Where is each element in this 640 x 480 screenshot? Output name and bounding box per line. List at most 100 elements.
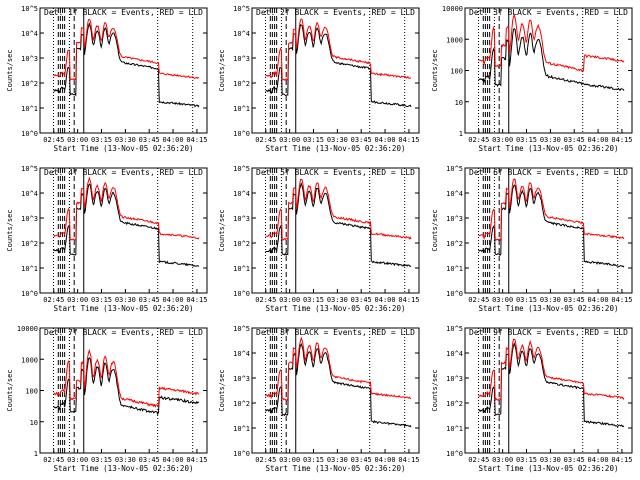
chart-panel: Det. 3f BLACK = Events, RED = LLD 1 10 100 1… <box>431 5 633 153</box>
x-axis-label: Start Time (13-Nov-05 02:36:20) <box>479 304 619 313</box>
y-tick-label: 1 <box>459 130 463 138</box>
x-axis-label: Start Time (13-Nov-05 02:36:20) <box>266 464 406 473</box>
y-tick-label: 10^3 <box>233 215 250 223</box>
y-tick-label: 10^5 <box>233 325 250 333</box>
x-tick-label: 03:15 <box>91 296 112 304</box>
x-tick-label: 04:00 <box>375 296 396 304</box>
y-tick-label: 10^2 <box>233 400 250 408</box>
events-series-line <box>53 21 200 108</box>
y-axis-label: Counts/sec <box>6 209 14 251</box>
x-tick-label: 03:45 <box>351 456 372 464</box>
events-series-line <box>53 357 200 416</box>
x-axis-label: Start Time (13-Nov-05 02:36:20) <box>479 144 619 153</box>
y-tick-label: 10^0 <box>233 450 250 458</box>
y-tick-label: 10^5 <box>21 5 38 13</box>
x-tick-label: 03:15 <box>91 136 112 144</box>
x-tick-label: 04:00 <box>163 296 184 304</box>
y-tick-label: 10^3 <box>446 215 463 223</box>
x-tick-label: 03:15 <box>516 296 537 304</box>
plot-frame <box>39 7 208 134</box>
x-tick-label: 02:45 <box>43 456 64 464</box>
y-tick-label: 10^4 <box>446 190 463 198</box>
x-tick-label: 04:00 <box>588 296 609 304</box>
y-tick-label: 100 <box>450 68 463 76</box>
x-tick-label: 02:45 <box>468 296 489 304</box>
x-tick-label: 03:45 <box>351 296 372 304</box>
y-tick-label: 10^3 <box>233 375 250 383</box>
x-tick-label: 04:15 <box>398 136 419 144</box>
y-tick-label: 10^4 <box>21 30 38 38</box>
x-tick-label: 03:00 <box>492 456 513 464</box>
x-tick-label: 03:00 <box>67 456 88 464</box>
x-tick-label: 03:45 <box>564 296 585 304</box>
x-tick-label: 04:15 <box>186 136 207 144</box>
chart-panel: Det. 5f BLACK = Events, RED = LLD 10^0 10^… <box>218 165 420 313</box>
y-tick-label: 10^3 <box>21 55 38 63</box>
y-tick-label: 10^3 <box>446 375 463 383</box>
y-tick-label: 10^0 <box>446 290 463 298</box>
x-tick-label: 03:00 <box>279 296 300 304</box>
x-tick-label: 03:45 <box>564 136 585 144</box>
y-tick-label: 10 <box>30 419 38 427</box>
plot-frame <box>251 167 420 294</box>
chart-panel: Det. 8f BLACK = Events, RED = LLD 10^0 10^… <box>218 325 420 473</box>
x-tick-label: 03:00 <box>279 136 300 144</box>
chart-panel: Det. 4f BLACK = Events, RED = LLD 10^0 10^… <box>6 165 208 313</box>
chart-title: Det. 5f BLACK = Events, RED = LLD <box>256 168 415 177</box>
y-tick-label: 10^2 <box>21 80 38 88</box>
lld-series-line <box>53 176 200 241</box>
chart-title: Det. 7f BLACK = Events, RED = LLD <box>44 328 203 337</box>
x-tick-label: 04:00 <box>163 136 184 144</box>
x-tick-label: 03:15 <box>516 456 537 464</box>
lld-series-line <box>265 18 412 81</box>
y-tick-label: 10^0 <box>446 450 463 458</box>
x-tick-label: 03:00 <box>67 136 88 144</box>
x-tick-label: 02:45 <box>43 136 64 144</box>
y-tick-label: 10^5 <box>233 165 250 173</box>
x-tick-label: 03:00 <box>492 136 513 144</box>
lld-series-line <box>53 19 200 82</box>
chart-title: Det. 9f BLACK = Events, RED = LLD <box>469 328 628 337</box>
y-tick-label: 10^2 <box>21 240 38 248</box>
x-tick-label: 04:00 <box>163 456 184 464</box>
x-tick-label: 03:15 <box>516 136 537 144</box>
y-axis-label: Counts/sec <box>431 369 439 411</box>
y-tick-label: 10^1 <box>233 105 250 113</box>
x-tick-label: 03:30 <box>327 296 348 304</box>
chart-panel: Det. 1f BLACK = Events, RED = LLD 10^0 10^… <box>6 5 208 153</box>
y-tick-label: 10^1 <box>21 105 38 113</box>
y-tick-label: 10^1 <box>233 265 250 273</box>
y-tick-label: 10^4 <box>233 190 250 198</box>
y-tick-label: 10^4 <box>21 190 38 198</box>
x-tick-label: 03:15 <box>303 296 324 304</box>
x-tick-label: 04:00 <box>375 456 396 464</box>
x-tick-label: 03:15 <box>303 136 324 144</box>
y-tick-label: 10^0 <box>21 290 38 298</box>
y-tick-label: 10^5 <box>446 325 463 333</box>
plot-frame <box>251 327 420 454</box>
events-series-line <box>265 342 412 428</box>
events-series-line <box>53 183 200 267</box>
y-tick-label: 10^0 <box>21 130 38 138</box>
chart-title: Det. 3f BLACK = Events, RED = LLD <box>469 8 628 17</box>
y-tick-label: 1000 <box>446 36 463 44</box>
x-tick-label: 03:45 <box>139 456 160 464</box>
y-tick-label: 10000 <box>442 5 463 13</box>
x-axis-label: Start Time (13-Nov-05 02:36:20) <box>54 304 194 313</box>
y-tick-label: 1 <box>34 450 38 458</box>
chart-panel: Det. 6f BLACK = Events, RED = LLD 10^0 10^… <box>431 165 633 313</box>
plot-frame <box>39 167 208 294</box>
chart-title: Det. 2f BLACK = Events, RED = LLD <box>256 8 415 17</box>
x-tick-label: 04:15 <box>398 456 419 464</box>
y-tick-label: 10^2 <box>446 240 463 248</box>
y-tick-label: 10^0 <box>233 290 250 298</box>
chart-panel: Det. 2f BLACK = Events, RED = LLD 10^0 10^… <box>218 5 420 153</box>
x-axis-label: Start Time (13-Nov-05 02:36:20) <box>479 464 619 473</box>
y-axis-label: Counts/sec <box>218 209 226 251</box>
x-tick-label: 02:45 <box>255 296 276 304</box>
y-tick-label: 10^3 <box>21 215 38 223</box>
x-tick-label: 02:45 <box>468 456 489 464</box>
x-tick-label: 04:15 <box>611 136 632 144</box>
y-axis-label: Counts/sec <box>6 369 14 411</box>
